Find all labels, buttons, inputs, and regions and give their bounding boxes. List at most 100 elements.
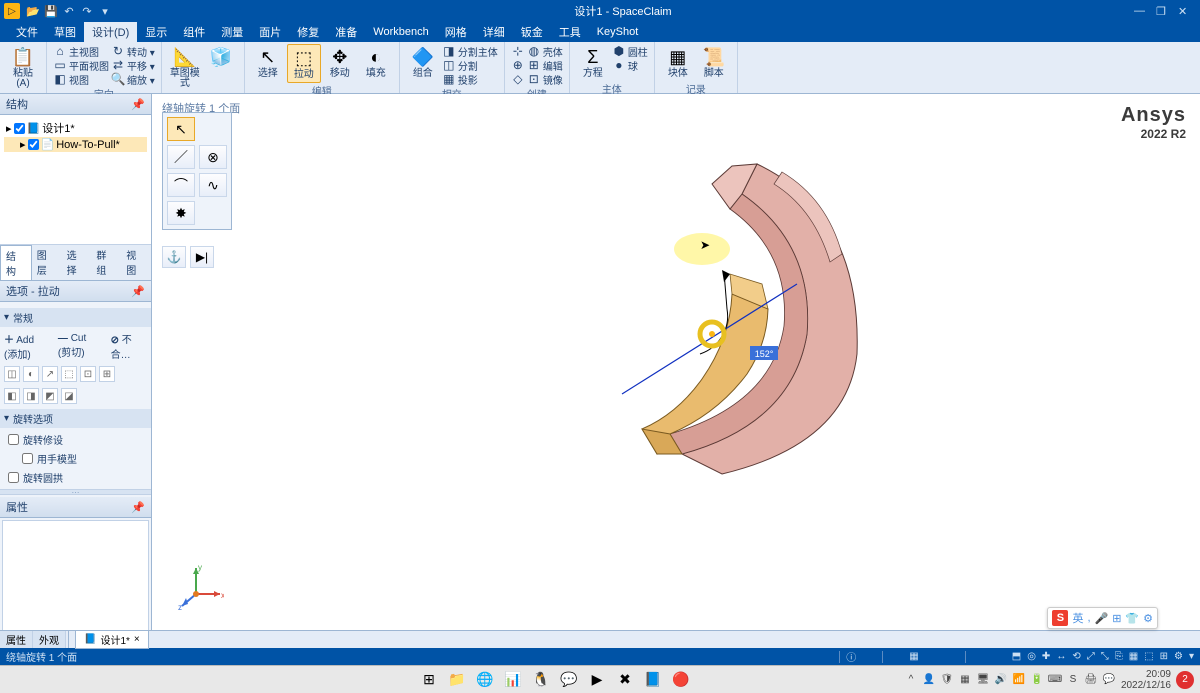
opt-check[interactable]: 旋转修设 [4, 430, 147, 449]
ime-toolbar[interactable]: S 英 , 🎤 ⊞ 👕 ⚙ [1047, 607, 1158, 629]
struct-tab[interactable]: 群组 [91, 245, 121, 280]
status-icon[interactable]: ⬒ [1012, 651, 1021, 662]
taskbar-app[interactable]: 🔴 [671, 670, 691, 690]
ribbon-small[interactable]: ◨分割主体 [442, 44, 498, 58]
ribbon-btn[interactable]: ↖选择 [251, 44, 285, 81]
qat-undo[interactable]: ↶ [62, 4, 76, 18]
ribbon-small[interactable]: ▦投影 [442, 72, 498, 86]
status-icon[interactable]: ⎘ [1115, 651, 1123, 662]
panel-pin-icon[interactable]: 📌 [131, 501, 145, 514]
opt-tool[interactable]: ◩ [42, 388, 58, 404]
structure-tree[interactable]: ▸ 📘 设计1*▸ 📄 How-To-Pull* [0, 115, 151, 245]
maximize-button[interactable]: ❐ [1156, 5, 1170, 18]
ribbon-small[interactable]: ⬢圆柱 [612, 44, 648, 58]
ribbon-small[interactable]: ◧视图 [53, 72, 109, 86]
loop-tool-icon[interactable]: ⊗ [199, 145, 227, 169]
close-button[interactable]: ✕ [1178, 5, 1192, 18]
menu-8[interactable]: 准备 [327, 22, 365, 42]
status-info-icon[interactable]: ⓘ [846, 649, 856, 664]
status-icon[interactable]: ⟲ [1072, 651, 1080, 662]
taskbar-app[interactable]: 🐧 [531, 670, 551, 690]
ribbon-btn[interactable]: ◐填充 [359, 44, 393, 81]
menu-13[interactable]: 工具 [551, 22, 589, 42]
menu-14[interactable]: KeyShot [589, 24, 647, 40]
opt-tool[interactable]: ◨ [23, 388, 39, 404]
status-grid-icon[interactable]: ▦ [909, 651, 918, 662]
menu-2[interactable]: 设计(D) [84, 22, 137, 42]
opt-tool[interactable]: ◪ [61, 388, 77, 404]
menu-7[interactable]: 修复 [289, 22, 327, 42]
ribbon-small[interactable]: ⇄平移 ▾ [111, 58, 155, 72]
status-icon[interactable]: ⤢ [1087, 651, 1095, 662]
menu-3[interactable]: 显示 [137, 22, 175, 42]
taskbar-app[interactable]: ▶ [587, 670, 607, 690]
taskbar-app[interactable]: 🌐 [475, 670, 495, 690]
viewport-3d[interactable]: 绕轴旋转 1 个面 ↖ ／⊗ ⌒∿ ✸ ⚓ ▶| Ansys 2022 R2 [152, 94, 1200, 630]
status-icon[interactable]: ▾ [1189, 651, 1194, 662]
taskbar-app[interactable]: 💬 [559, 670, 579, 690]
ribbon-btn[interactable]: ▦块体 [661, 44, 695, 81]
ribbon-btn[interactable]: ✥移动 [323, 44, 357, 81]
taskbar-app[interactable]: 📘 [643, 670, 663, 690]
ribbon-btn[interactable]: 📐草图模式 [168, 44, 202, 91]
menu-9[interactable]: Workbench [365, 24, 436, 40]
ime-punct[interactable]: , [1087, 612, 1090, 624]
model-geometry[interactable]: 152° ➤ [582, 154, 882, 474]
taskbar-app[interactable]: ✖ [615, 670, 635, 690]
tree-node[interactable]: ▸ 📄 How-To-Pull* [4, 137, 147, 152]
menu-12[interactable]: 钣金 [513, 22, 551, 42]
menu-1[interactable]: 草图 [46, 22, 84, 42]
ribbon-small[interactable]: ⊹ [511, 44, 525, 58]
ribbon-btn[interactable]: Σ方程 [576, 44, 610, 81]
taskbar-app[interactable]: ⊞ [419, 670, 439, 690]
ribbon-small[interactable]: ⌂主视图 [53, 44, 109, 58]
status-icon[interactable]: ↔ [1056, 651, 1066, 662]
menu-5[interactable]: 测量 [213, 22, 251, 42]
curve-tool-icon[interactable]: ∿ [199, 173, 227, 197]
qat-open[interactable]: 📂 [26, 4, 40, 18]
opt-check[interactable]: 用手模型 [4, 449, 147, 468]
opt-mode[interactable]: ⊘ 不合… [111, 331, 141, 361]
ribbon-small[interactable]: ●球 [612, 58, 648, 72]
opt-tool[interactable]: ⬚ [61, 366, 77, 382]
status-icon[interactable]: ✚ [1042, 651, 1050, 662]
ribbon-btn[interactable]: 📜脚本 [697, 44, 731, 81]
struct-tab[interactable]: 选择 [62, 245, 92, 280]
struct-tab[interactable]: 结构 [0, 245, 32, 280]
ribbon-small[interactable]: ⊕ [511, 58, 525, 72]
ribbon-btn[interactable]: ⬚拉动 [287, 44, 321, 83]
panel-pin-icon[interactable]: 📌 [131, 98, 145, 111]
menu-10[interactable]: 网格 [437, 22, 475, 42]
status-icon[interactable]: ◎ [1027, 651, 1036, 662]
opt-tool[interactable]: ⊞ [99, 366, 115, 382]
options-general-header[interactable]: ▾常规 [0, 308, 151, 327]
qat-redo[interactable]: ↷ [80, 4, 94, 18]
menu-11[interactable]: 详细 [475, 22, 513, 42]
menu-6[interactable]: 面片 [251, 22, 289, 42]
ime-mic-icon[interactable]: 🎤 [1095, 612, 1109, 625]
ribbon-small[interactable]: ◫分割 [442, 58, 498, 72]
ime-keyboard-icon[interactable]: ⊞ [1112, 612, 1121, 625]
line-tool-icon[interactable]: ／ [167, 145, 195, 169]
qat-more[interactable]: ▾ [98, 4, 112, 18]
document-tab[interactable]: 📘 设计1* × [75, 630, 149, 649]
opt-tool[interactable]: ↗ [42, 366, 58, 382]
status-icon[interactable]: ⊞ [1160, 651, 1168, 662]
ribbon-btn[interactable]: 🔷组合 [406, 44, 440, 81]
tab-appearance[interactable]: 外观 [33, 631, 66, 648]
ribbon-small[interactable]: ▭平面视图 [53, 58, 109, 72]
edge-tool-icon[interactable]: ⌒ [167, 173, 195, 197]
status-icon[interactable]: ⤡ [1101, 651, 1109, 662]
opt-tool[interactable]: ⊡ [80, 366, 96, 382]
view-triad[interactable]: x y z [176, 564, 224, 612]
ribbon-small[interactable]: 🔍缩放 ▾ [111, 72, 155, 86]
status-icon[interactable]: ▦ [1129, 651, 1138, 662]
qat-save[interactable]: 💾 [44, 4, 58, 18]
ribbon-small[interactable]: ◇ [511, 72, 525, 86]
minimize-button[interactable]: — [1134, 5, 1148, 18]
struct-tab[interactable]: 图层 [32, 245, 62, 280]
ribbon-small[interactable]: ⊞编辑 [527, 58, 563, 72]
taskbar-app[interactable]: 📊 [503, 670, 523, 690]
close-icon[interactable]: × [134, 634, 140, 645]
sogou-logo-icon[interactable]: S [1052, 610, 1068, 626]
